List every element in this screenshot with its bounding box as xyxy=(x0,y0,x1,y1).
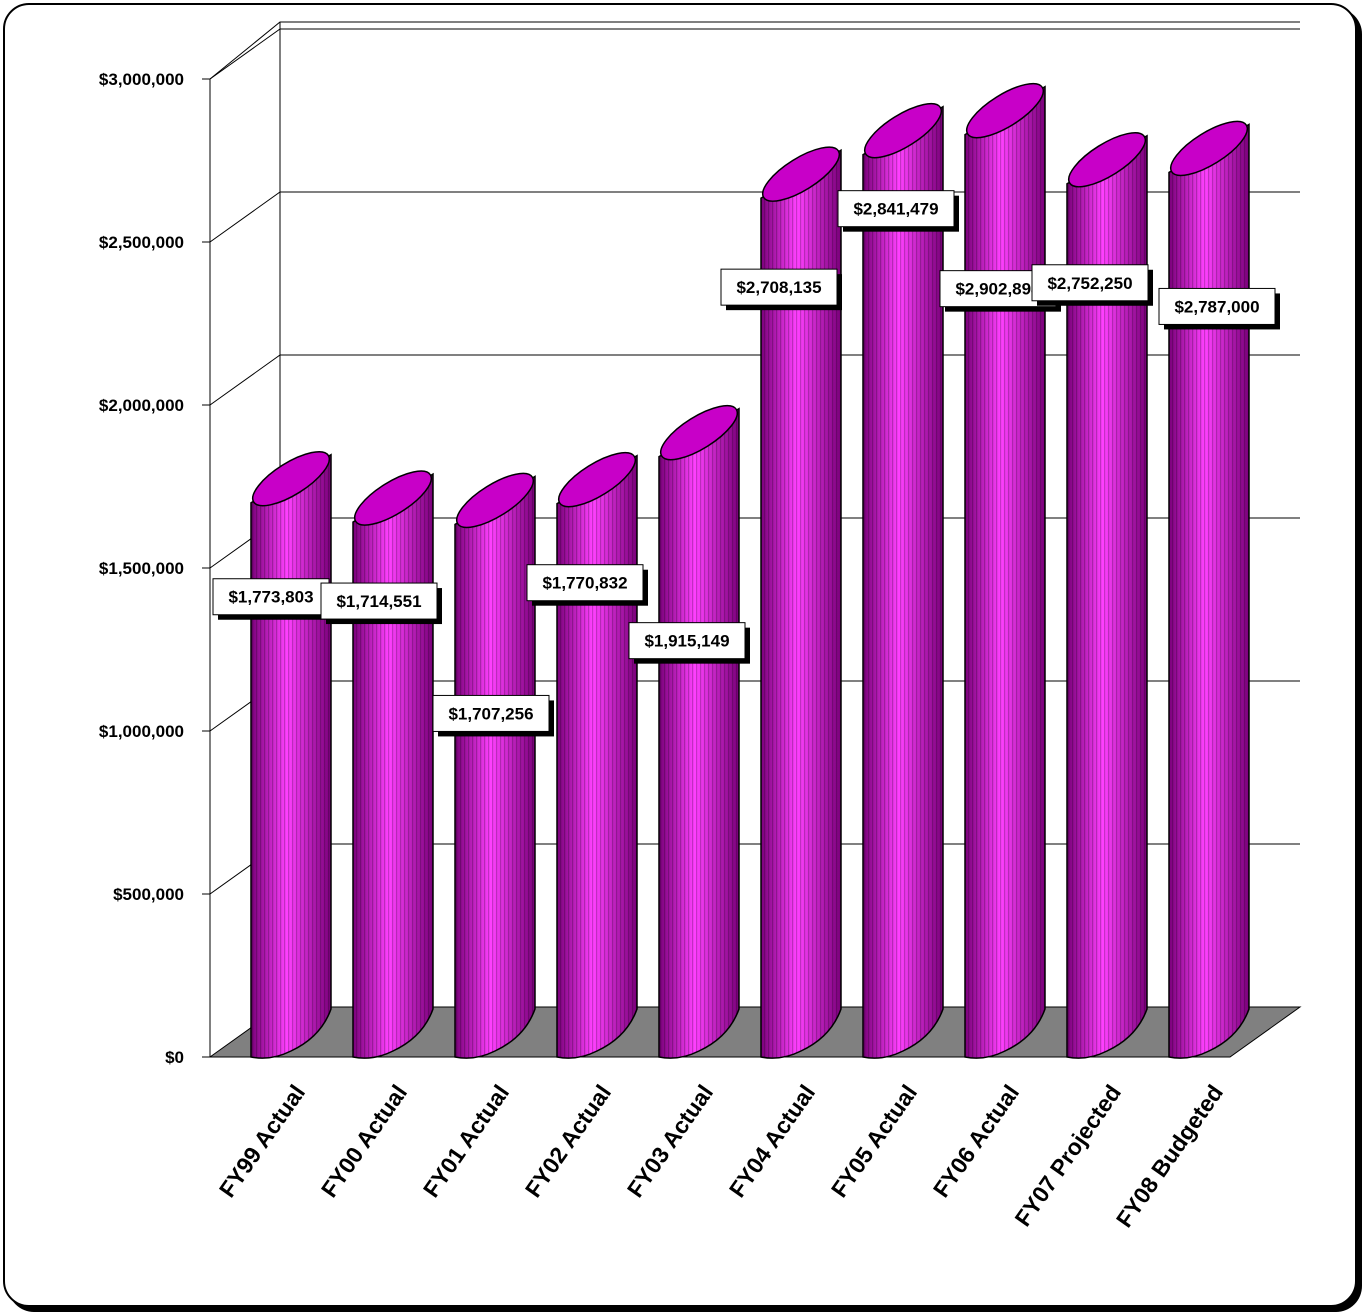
bar-8 xyxy=(1066,132,1148,1059)
data-label-text: $1,770,832 xyxy=(542,574,627,593)
bars xyxy=(250,82,1250,1059)
data-label-text: $1,915,149 xyxy=(644,632,729,651)
x-tick-label: FY08 Budgeted xyxy=(1111,1080,1228,1232)
y-tick-label: $1,000,000 xyxy=(99,722,184,741)
bar-4 xyxy=(658,404,740,1059)
y-tick-label: $2,000,000 xyxy=(99,396,184,415)
bar-cap xyxy=(659,404,739,461)
x-tick-label: FY07 Projected xyxy=(1009,1080,1126,1231)
bar-2 xyxy=(454,472,536,1059)
data-label-text: $2,752,250 xyxy=(1047,274,1132,293)
x-axis: FY99 Actual FY00 Actual FY01 Actual FY02 Ac… xyxy=(214,1080,1228,1232)
data-label-3: $1,770,832 xyxy=(526,564,648,606)
bar-texture xyxy=(557,455,637,1059)
y-tick-label: $0 xyxy=(165,1048,184,1067)
bar-texture xyxy=(1169,124,1249,1059)
data-label-text: $1,714,551 xyxy=(336,592,421,611)
gridline xyxy=(209,191,1300,243)
data-label-text: $2,787,000 xyxy=(1174,297,1259,316)
bar-5 xyxy=(760,146,842,1059)
data-label-box xyxy=(1031,264,1149,302)
x-tick-label: FY05 Actual xyxy=(826,1080,922,1202)
bar-cap xyxy=(353,470,433,526)
bar-cap xyxy=(1067,132,1147,188)
bar-7 xyxy=(964,82,1046,1059)
y-tick-label: $2,500,000 xyxy=(99,233,184,252)
gridline xyxy=(209,28,1300,80)
bar-cap xyxy=(1169,120,1249,177)
bar-0 xyxy=(250,451,332,1059)
gridline-top xyxy=(209,21,1300,80)
x-tick-label: FY02 Actual xyxy=(520,1080,616,1202)
data-label-box xyxy=(432,694,550,732)
bar-texture xyxy=(251,454,331,1059)
data-label-text: $1,773,803 xyxy=(228,588,313,607)
bar-cap xyxy=(863,102,943,159)
data-label-1: $1,714,551 xyxy=(320,582,442,625)
bar-cap xyxy=(761,146,841,202)
data-label-text: $2,841,479 xyxy=(853,200,938,219)
bar-texture xyxy=(353,474,433,1059)
data-labels: $1,773,803 $1,714,551 $1,707,256 $1,770,832… xyxy=(212,190,1280,737)
x-tick-label: FY03 Actual xyxy=(622,1080,718,1202)
data-label-box xyxy=(526,564,644,602)
data-label-box xyxy=(1158,287,1276,325)
data-label-6: $2,841,479 xyxy=(837,190,959,232)
bar-9 xyxy=(1168,120,1250,1059)
bar-cap xyxy=(251,451,331,507)
data-label-text: $2,902,894 xyxy=(955,280,1041,299)
bar-3 xyxy=(556,451,638,1059)
y-axis: $0 $500,000 $1,000,000 $1,500,000 $2,000,000… xyxy=(99,70,210,1067)
data-label-5: $2,708,135 xyxy=(720,268,842,311)
bar-texture xyxy=(455,476,535,1059)
bar-texture xyxy=(863,106,943,1059)
y-tick-label: $1,500,000 xyxy=(99,559,184,578)
data-label-8: $2,752,250 xyxy=(1031,264,1153,306)
x-tick-label: FY99 Actual xyxy=(214,1080,310,1202)
data-label-box xyxy=(212,578,330,616)
data-label-2: $1,707,256 xyxy=(432,694,554,737)
data-label-9: $2,787,000 xyxy=(1158,287,1280,330)
data-label-box xyxy=(837,190,955,228)
data-label-box xyxy=(628,622,746,660)
bar-cap xyxy=(557,451,637,508)
gridline xyxy=(209,354,1300,406)
bar-texture xyxy=(761,150,841,1059)
y-tick-label: $3,000,000 xyxy=(99,70,184,89)
bar-cap xyxy=(965,82,1045,139)
x-tick-label: FY06 Actual xyxy=(928,1080,1024,1202)
bar-cap xyxy=(455,472,535,529)
data-label-text: $1,707,256 xyxy=(448,704,533,723)
bar-1 xyxy=(352,470,434,1059)
data-label-text: $2,708,135 xyxy=(736,278,821,297)
bar-6 xyxy=(862,102,944,1059)
bar-texture xyxy=(659,408,739,1059)
bar-texture xyxy=(965,86,1045,1059)
bar-texture xyxy=(1067,135,1147,1059)
x-tick-label: FY01 Actual xyxy=(418,1080,514,1202)
data-label-0: $1,773,803 xyxy=(212,578,334,620)
data-label-box xyxy=(720,268,838,306)
y-tick-label: $500,000 xyxy=(113,885,184,904)
data-label-4: $1,915,149 xyxy=(628,622,750,664)
x-tick-label: FY04 Actual xyxy=(724,1080,820,1202)
data-label-box xyxy=(320,582,438,620)
x-tick-label: FY00 Actual xyxy=(316,1080,412,1202)
